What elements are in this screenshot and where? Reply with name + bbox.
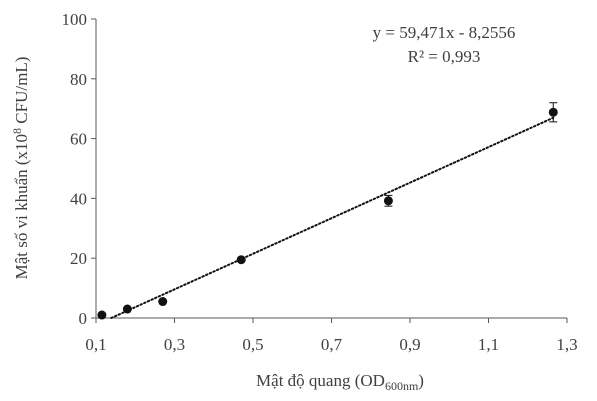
x-axis-title: Mật độ quang (OD600nm) (256, 371, 424, 393)
data-point (158, 297, 168, 307)
y-axis-title-end: CFU/mL) (12, 57, 31, 128)
regression-equation: y = 59,471x - 8,2556 (373, 23, 516, 42)
x-tick-label: 1,1 (478, 335, 499, 354)
y-tick-label: 100 (62, 10, 88, 29)
x-axis-title-subscript: 600nm (385, 379, 419, 393)
y-axis-title: Mật số vi khuẩn (x108 CFU/mL) (10, 57, 31, 280)
x-tick-label: 0,5 (242, 335, 263, 354)
y-axis-title-main: Mật số vi khuẩn (x10 (12, 134, 31, 279)
y-tick-label: 40 (70, 189, 87, 208)
data-point (383, 196, 393, 206)
x-tick-label: 0,7 (321, 335, 343, 354)
r-squared-label: R² = 0,993 (408, 47, 481, 66)
x-tick-label: 0,3 (164, 335, 185, 354)
x-tick-label: 0,1 (85, 335, 106, 354)
data-point (236, 255, 246, 265)
y-tick-label: 20 (70, 249, 87, 268)
y-tick-label: 60 (70, 130, 87, 149)
trendline (110, 116, 555, 319)
plot-area: 0 20 40 60 80 100 0,1 0,3 0,5 0,7 0,9 1,1 1,3 (62, 10, 578, 354)
y-axis-title-superscript: 8 (10, 128, 24, 134)
x-axis-ticks: 0,1 0,3 0,5 0,7 0,9 1,1 1,3 (85, 318, 578, 354)
y-tick-label: 80 (70, 70, 87, 89)
data-point (97, 310, 107, 320)
y-tick-label: 0 (79, 309, 88, 328)
data-points (97, 107, 558, 320)
y-axis-ticks: 0 20 40 60 80 100 (62, 10, 96, 328)
x-tick-label: 0,9 (399, 335, 420, 354)
data-point (548, 107, 558, 117)
error-bars (384, 102, 558, 207)
x-axis-title-end: ) (418, 371, 424, 390)
data-point (122, 304, 132, 314)
x-axis-title-main: Mật độ quang (OD (256, 371, 385, 390)
x-tick-label: 1,3 (556, 335, 577, 354)
